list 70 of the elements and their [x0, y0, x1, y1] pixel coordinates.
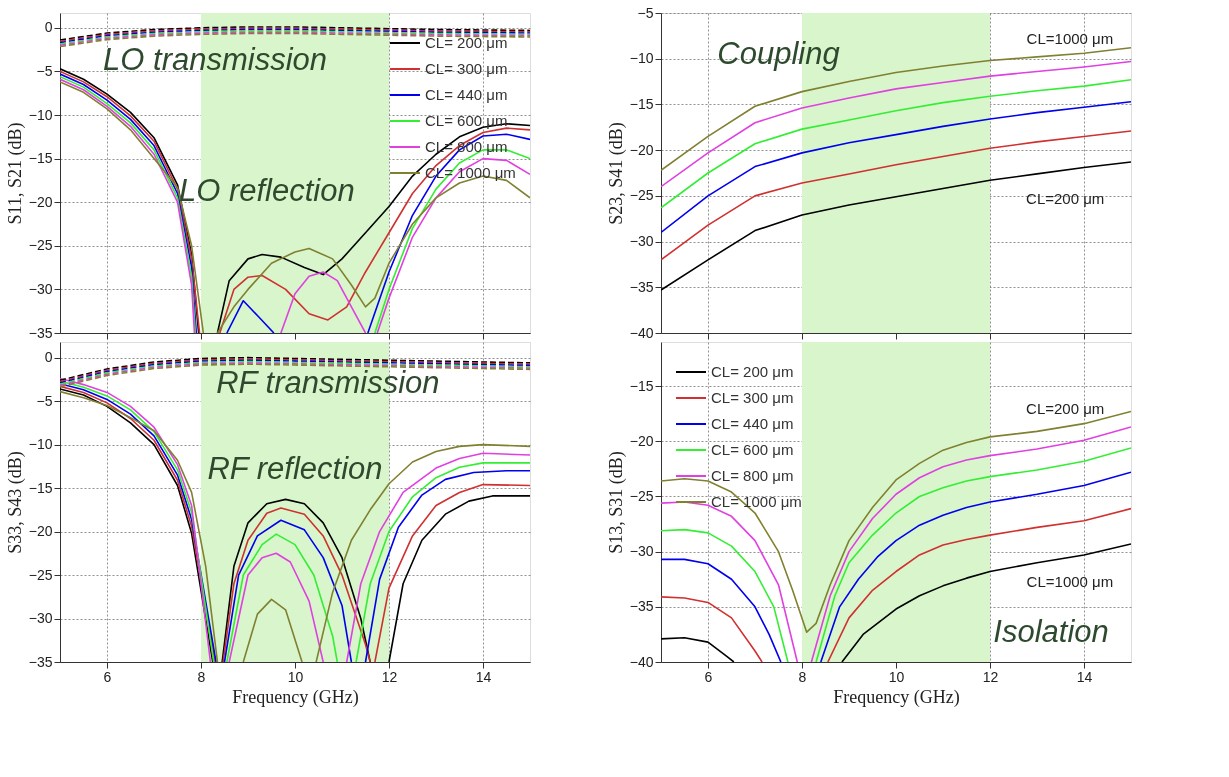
x-tick-label: 6 — [103, 668, 112, 685]
y-tick-label: −35 — [28, 324, 53, 341]
y-tick-label: −20 — [629, 141, 654, 158]
x-tick-label: 6 — [704, 668, 713, 685]
x-tick-label: 10 — [888, 668, 905, 685]
y-tick-label: −10 — [629, 50, 654, 67]
y-tick-label: −35 — [629, 598, 654, 615]
y-tick-label: −10 — [28, 436, 53, 453]
y-tick-label: 0 — [44, 349, 53, 366]
y-axis-title: S23, S41 (dB) — [605, 122, 627, 225]
x-axis-title: Frequency (GHz) — [833, 686, 960, 708]
legend-label: CL= 600 μm — [711, 441, 794, 458]
line-series — [661, 100, 1131, 234]
annotation: CL=200 μm — [1026, 400, 1105, 418]
y-tick-label: −10 — [28, 106, 53, 123]
y-tick-label: −20 — [28, 193, 53, 210]
y-tick-label: −35 — [629, 278, 654, 295]
y-tick-label: −25 — [629, 487, 654, 504]
legend-label: CL= 600 μm — [425, 112, 508, 129]
y-tick-label: −30 — [629, 543, 654, 560]
x-tick-label: 12 — [381, 668, 398, 685]
legend-label: CL= 440 μm — [711, 415, 794, 432]
y-tick-label: −5 — [637, 4, 654, 21]
line-series — [661, 78, 1131, 209]
annotation: CL=1000 μm — [1026, 573, 1114, 590]
y-tick-label: −30 — [28, 280, 53, 297]
annotation: CL=1000 μm — [1026, 29, 1114, 47]
annotation: CL=200 μm — [1026, 189, 1105, 207]
y-tick-label: −25 — [629, 187, 654, 204]
annotation: Isolation — [993, 614, 1109, 650]
annotation: RF reflection — [207, 451, 383, 486]
x-tick-label: 8 — [197, 668, 206, 685]
x-tick-label: 12 — [982, 668, 999, 685]
legend-label: CL= 200 μm — [425, 34, 508, 51]
legend-label: CL= 300 μm — [711, 389, 794, 406]
legend-label: CL= 1000 μm — [711, 493, 802, 510]
legend-label: CL= 800 μm — [711, 467, 794, 484]
y-tick-label: −40 — [629, 324, 654, 341]
y-tick-label: −20 — [629, 432, 654, 449]
x-tick-label: 10 — [287, 668, 304, 685]
y-tick-label: −5 — [36, 392, 53, 409]
y-tick-label: −40 — [629, 653, 654, 670]
y-tick-label: −25 — [28, 566, 53, 583]
annotation: Coupling — [717, 35, 840, 71]
y-tick-label: −30 — [629, 233, 654, 250]
line-series — [661, 161, 1131, 291]
legend-label: CL= 200 μm — [711, 363, 794, 380]
y-axis-title: S13, S31 (dB) — [605, 451, 627, 554]
annotation: LO transmission — [103, 42, 328, 77]
x-tick-label: 8 — [798, 668, 807, 685]
y-tick-label: −15 — [28, 479, 53, 496]
y-tick-label: −35 — [28, 653, 53, 670]
y-tick-label: 0 — [44, 19, 53, 36]
y-tick-label: −15 — [629, 377, 654, 394]
y-tick-label: −15 — [629, 95, 654, 112]
y-tick-label: −20 — [28, 523, 53, 540]
y-tick-label: −30 — [28, 610, 53, 627]
legend-label: CL= 440 μm — [425, 86, 508, 103]
annotation: LO reflection — [178, 173, 355, 209]
y-tick-label: −15 — [28, 150, 53, 167]
x-axis-title: Frequency (GHz) — [232, 686, 359, 708]
x-tick-label: 14 — [475, 668, 492, 685]
y-axis-title: S33, S43 (dB) — [4, 451, 26, 554]
legend-label: CL= 300 μm — [425, 60, 508, 77]
line-series — [661, 130, 1131, 261]
annotation: RF transmission — [216, 364, 440, 400]
y-tick-label: −25 — [28, 237, 53, 254]
y-tick-label: −5 — [36, 62, 53, 79]
y-axis-title: S11, S21 (dB) — [4, 122, 26, 225]
x-tick-label: 14 — [1076, 668, 1093, 685]
